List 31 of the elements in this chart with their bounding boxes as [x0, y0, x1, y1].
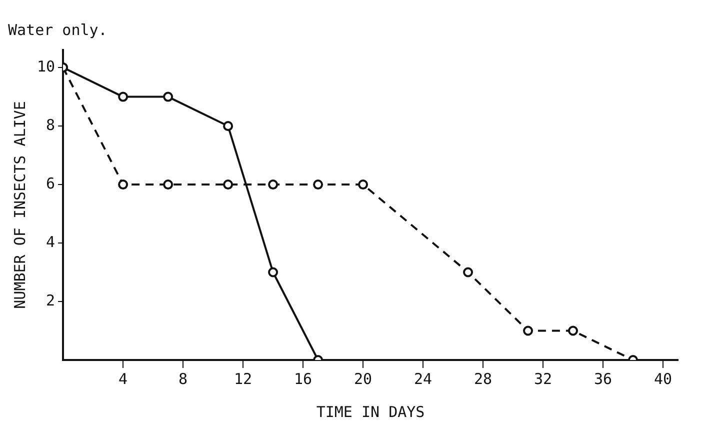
y-tick-label: 4 [46, 232, 56, 251]
chart-title: Water only. [8, 20, 108, 39]
x-tick-label: 12 [234, 370, 252, 388]
y-tick-label: 10 [37, 57, 56, 76]
point [223, 180, 234, 190]
point [568, 326, 578, 336]
x-axis-title: TIME IN DAYS [316, 402, 425, 421]
point [118, 92, 128, 102]
x-tick-label: 24 [414, 370, 432, 388]
point [313, 180, 324, 190]
point [358, 180, 368, 190]
x-tick-label: 32 [534, 370, 552, 388]
point [463, 267, 474, 278]
point [223, 121, 234, 132]
point [268, 267, 278, 278]
x-tick-label: 4 [118, 370, 128, 388]
point [163, 92, 174, 102]
y-tick-label: 6 [46, 174, 56, 192]
x-tick-label: 16 [294, 370, 312, 388]
point [163, 180, 174, 190]
point [268, 180, 278, 190]
y-tick-label: 8 [46, 116, 56, 134]
x-tick-label: 36 [594, 370, 612, 388]
y-tick-label: 2 [46, 291, 56, 310]
x-tick-label: 28 [474, 370, 492, 388]
x-tick-label: 8 [178, 370, 188, 388]
y-axis-title: NUMBER OF INSECTS ALIVE [10, 101, 29, 309]
point [523, 326, 534, 336]
x-tick-label: 20 [354, 370, 372, 388]
point [118, 180, 128, 190]
x-tick-label: 40 [654, 370, 672, 388]
